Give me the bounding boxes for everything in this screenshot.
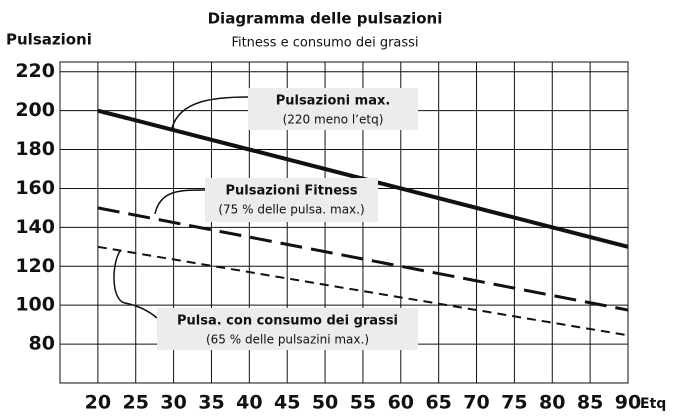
series-note: (65 % delle pulsazini max.) <box>206 333 369 347</box>
label-box <box>157 308 418 350</box>
leader-line <box>113 249 158 319</box>
x-tick-label: 75 <box>501 392 527 414</box>
x-tick-label: 65 <box>425 392 451 414</box>
series-label: Pulsazioni max. <box>276 94 391 109</box>
y-tick-label: 140 <box>15 216 55 238</box>
y-tick-label: 120 <box>15 255 55 277</box>
chart-title: Diagramma delle pulsazioni <box>208 10 443 28</box>
label-box <box>248 88 418 130</box>
x-tick-label: 60 <box>388 392 414 414</box>
x-tick-label: 80 <box>539 392 565 414</box>
x-tick-label: 55 <box>350 392 376 414</box>
leader-line <box>171 96 249 129</box>
y-tick-label: 160 <box>15 177 55 199</box>
chart-subtitle: Fitness e consumo dei grassi <box>231 36 418 51</box>
x-tick-label: 30 <box>160 392 186 414</box>
series-note: (220 meno l’etq) <box>283 113 384 127</box>
x-tick-label: 45 <box>274 392 300 414</box>
x-tick-label: 25 <box>123 392 149 414</box>
series-note: (75 % delle pulsa. max.) <box>218 203 364 217</box>
leader-line <box>154 189 206 215</box>
y-tick-label: 100 <box>15 294 55 316</box>
y-axis-label: Pulsazioni <box>6 31 92 49</box>
series-label: Pulsazioni Fitness <box>225 184 357 199</box>
label-box <box>205 178 378 222</box>
x-tick-label: 85 <box>577 392 603 414</box>
x-axis-label: Etq <box>640 396 666 412</box>
y-tick-label: 200 <box>15 99 55 121</box>
series-line <box>97 206 629 312</box>
y-tick-label: 220 <box>15 60 55 82</box>
series-label: Pulsa. con consumo dei grassi <box>177 314 398 329</box>
x-tick-label: 70 <box>463 392 489 414</box>
y-tick-label: 80 <box>29 333 55 355</box>
x-tick-label: 50 <box>312 392 338 414</box>
x-tick-label: 40 <box>236 392 262 414</box>
y-tick-label: 180 <box>15 138 55 160</box>
x-tick-label: 90 <box>615 392 641 414</box>
x-tick-label: 20 <box>85 392 111 414</box>
x-tick-label: 35 <box>198 392 224 414</box>
